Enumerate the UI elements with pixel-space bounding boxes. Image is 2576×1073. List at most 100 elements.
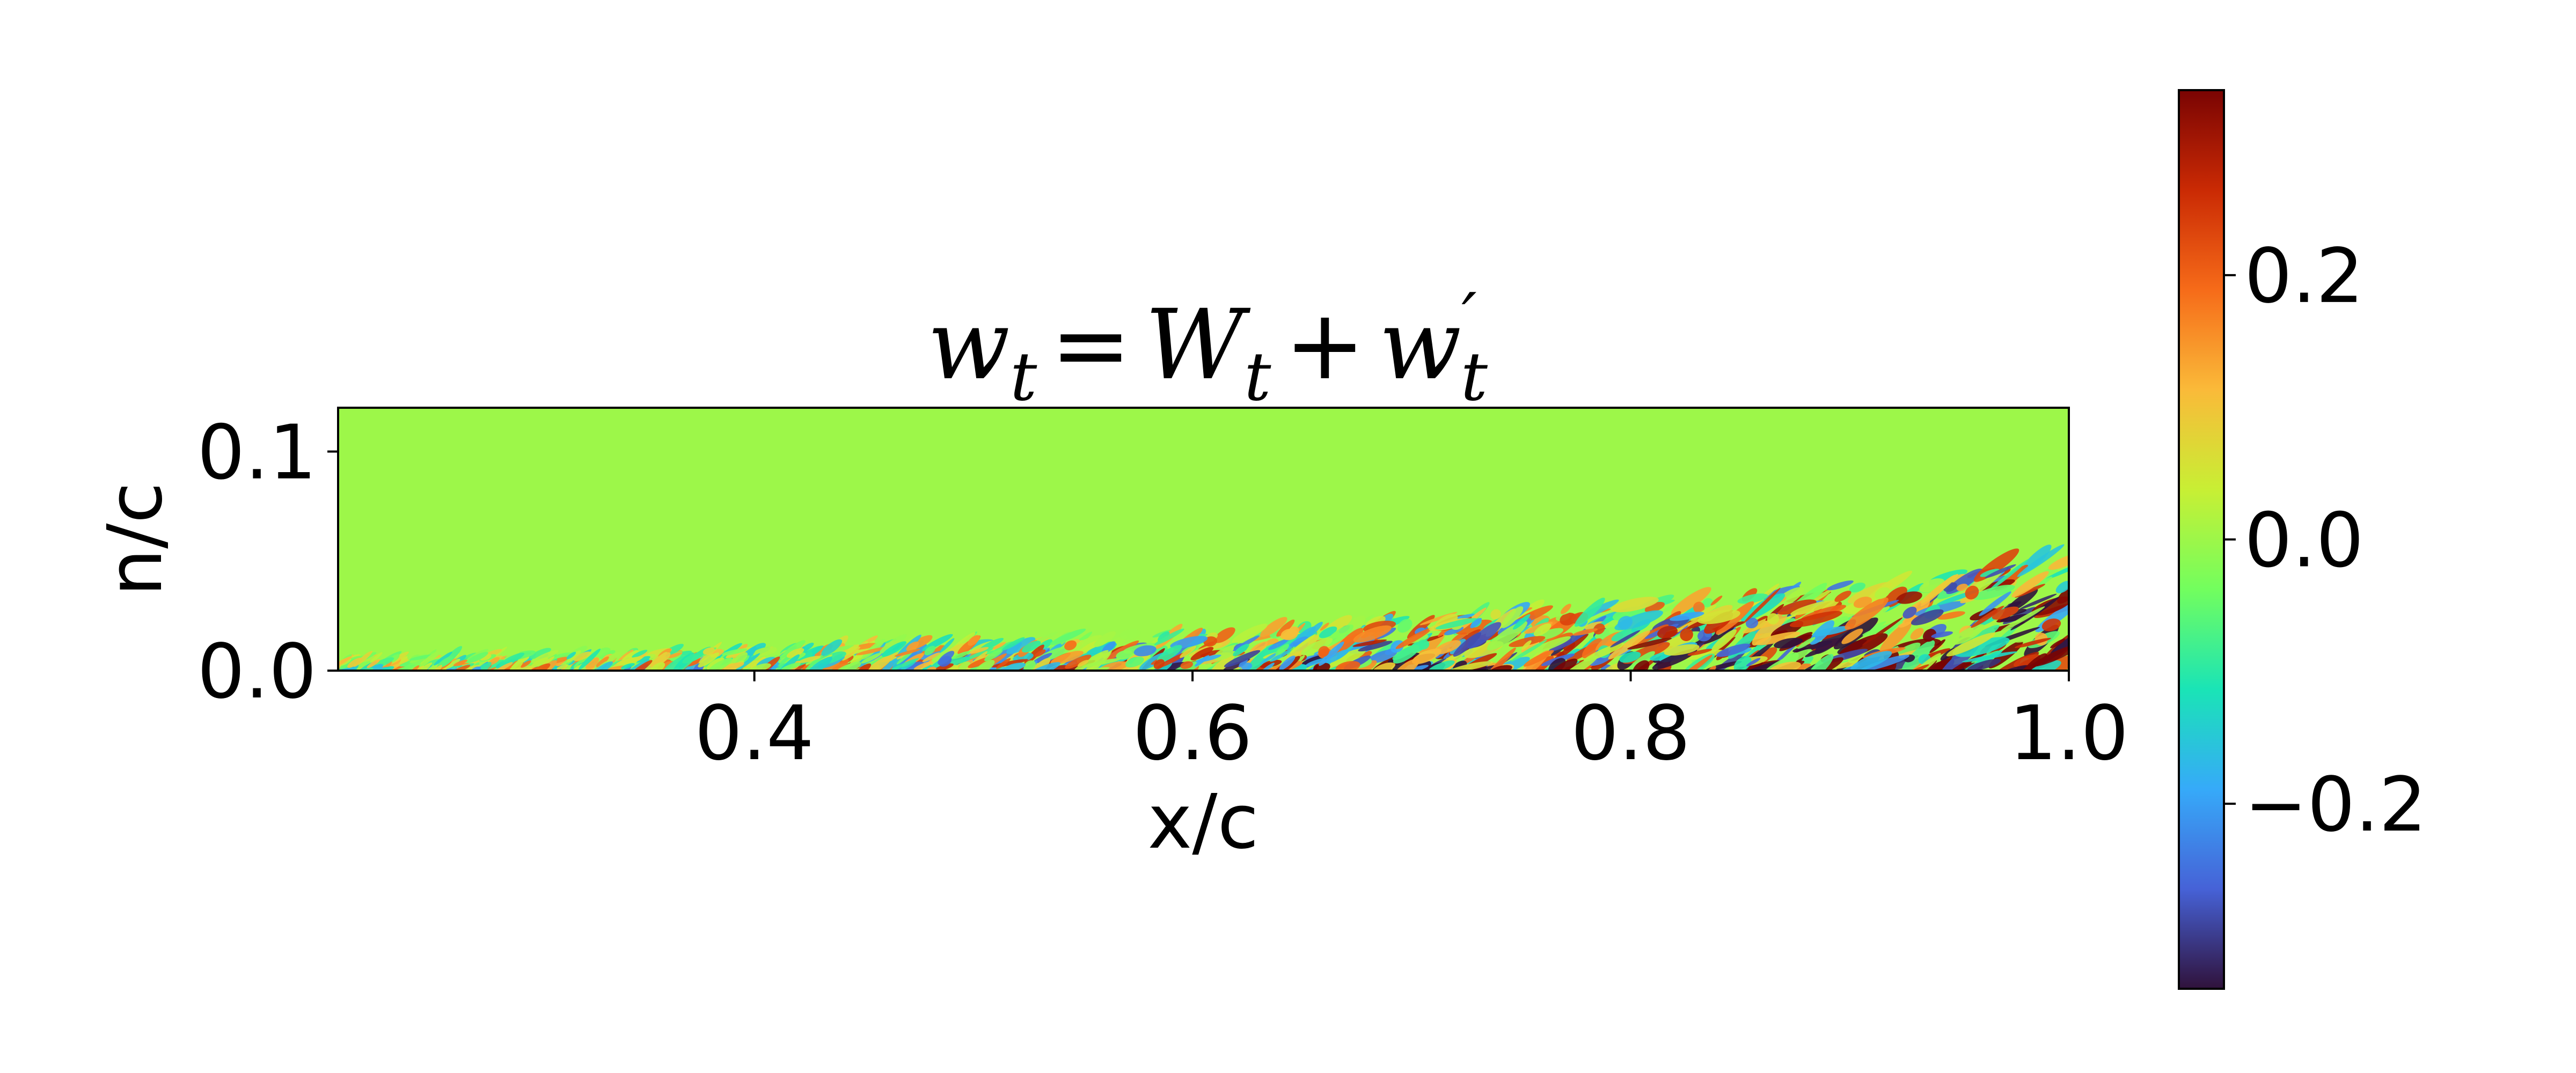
- turbulent-streak: [1158, 631, 1170, 642]
- x-tick-label: 0.6: [1133, 690, 1253, 777]
- turbulent-streak: [1319, 641, 1344, 666]
- x-tick-label: 0.8: [1571, 690, 1690, 777]
- turbulent-streak: [1001, 637, 1025, 651]
- turbulent-streak: [1279, 655, 1296, 671]
- turbulent-streak: [1710, 596, 1723, 606]
- turbulent-streak: [1301, 638, 1333, 656]
- turbulent-streak: [1627, 637, 1672, 650]
- turbulent-streak: [1812, 626, 1850, 636]
- turbulent-streak: [1848, 653, 1864, 664]
- turbulent-streak: [1268, 638, 1289, 650]
- turbulent-streak: [434, 651, 452, 666]
- turbulent-streak: [1860, 655, 1909, 671]
- turbulent-streak: [1992, 606, 2019, 620]
- turbulent-streak: [592, 661, 613, 671]
- turbulent-streak: [1951, 624, 1985, 645]
- turbulent-streak: [1224, 650, 1261, 667]
- y-axis-label: n/c: [92, 482, 179, 597]
- turbulent-streak: [781, 663, 801, 671]
- turbulent-streak: [650, 662, 665, 671]
- turbulent-streak: [2028, 660, 2061, 671]
- turbulent-streak: [1611, 628, 1637, 642]
- turbulent-streak: [1988, 559, 2029, 592]
- turbulent-streak: [1116, 650, 1133, 660]
- turbulent-streak: [1937, 611, 1965, 620]
- turbulent-streak: [466, 652, 488, 664]
- colorbar-tick-label: 0.2: [2244, 233, 2364, 320]
- turbulent-streak: [1693, 601, 1705, 614]
- turbulent-streak: [1922, 629, 1937, 642]
- turbulent-streak: [1967, 659, 2001, 671]
- turbulent-streak: [1557, 655, 1598, 671]
- turbulent-streak: [1428, 660, 1455, 671]
- turbulent-streak: [1769, 662, 1801, 671]
- turbulent-streak: [1834, 591, 1851, 602]
- turbulent-streak: [1322, 649, 1350, 665]
- y-tick-label: 0.0: [197, 628, 317, 716]
- turbulent-streak: [1549, 658, 1578, 671]
- turbulent-streak: [1372, 662, 1395, 671]
- turbulent-streak: [1739, 661, 1781, 671]
- turbulent-streak: [1194, 655, 1210, 667]
- turbulent-streak: [1013, 652, 1034, 663]
- turbulent-streak: [1487, 621, 1528, 651]
- turbulent-streak: [499, 652, 525, 666]
- turbulent-streak: [1233, 644, 1249, 656]
- turbulent-streak: [1746, 658, 1761, 667]
- turbulent-streak: [2017, 544, 2065, 577]
- x-tick-label: 1.0: [2009, 690, 2129, 777]
- turbulent-streak: [1471, 665, 1498, 671]
- turbulent-streak: [1070, 635, 1102, 652]
- turbulent-streak: [596, 656, 609, 667]
- turbulent-streak: [1878, 606, 1890, 615]
- turbulent-streak: [635, 656, 650, 663]
- turbulent-streak: [833, 662, 861, 671]
- turbulent-streak: [1902, 606, 1917, 619]
- turbulent-streak: [1827, 580, 1854, 591]
- turbulent-streak: [1103, 640, 1139, 662]
- turbulent-streak: [1745, 618, 1759, 629]
- turbulent-streak: [1972, 584, 2015, 600]
- turbulent-streak: [1845, 597, 1889, 630]
- turbulent-streak: [1965, 585, 1979, 600]
- turbulent-streak: [1671, 587, 1711, 615]
- turbulent-streak: [1065, 655, 1092, 669]
- turbulent-streak: [530, 648, 551, 659]
- turbulent-streak: [1245, 644, 1277, 671]
- turbulent-streak: [1305, 658, 1326, 667]
- turbulent-streak: [1574, 597, 1605, 627]
- turbulent-streak: [1353, 625, 1392, 643]
- turbulent-streak: [2000, 614, 2031, 622]
- heatmap-plot-area: [337, 407, 2070, 672]
- y-axis-ticks: 0.0 0.1: [197, 409, 338, 716]
- turbulent-streak: [521, 660, 531, 668]
- turbulent-streak: [1619, 651, 1641, 663]
- turbulent-streak: [1955, 637, 2010, 657]
- turbulent-streak: [2041, 618, 2061, 631]
- turbulent-streak: [1853, 597, 1872, 608]
- turbulent-streak: [1209, 654, 1235, 671]
- turbulent-streak: [994, 641, 1013, 651]
- turbulent-streak: [1593, 623, 1605, 635]
- turbulent-streak: [2013, 654, 2041, 667]
- turbulent-streak: [1275, 644, 1290, 656]
- turbulent-streak: [621, 663, 635, 670]
- turbulent-streak: [1755, 631, 1801, 645]
- turbulent-streak: [1483, 647, 1516, 671]
- turbulent-streak: [1687, 649, 1713, 656]
- turbulent-streak: [1850, 651, 1892, 671]
- turbulent-streak: [1004, 663, 1026, 671]
- turbulent-streak: [1081, 658, 1122, 667]
- turbulent-streak: [2019, 593, 2057, 609]
- turbulent-streak: [1261, 638, 1297, 659]
- turbulent-streak: [1050, 628, 1086, 645]
- turbulent-streak: [1743, 587, 1781, 624]
- turbulent-streak: [1767, 613, 1779, 624]
- turbulent-streak: [780, 640, 806, 659]
- turbulent-streak: [1572, 628, 1598, 636]
- turbulent-streak: [1470, 618, 1482, 628]
- turbulent-streak: [1790, 600, 1834, 615]
- turbulent-streak: [2015, 584, 2046, 598]
- turbulent-streak: [579, 649, 601, 670]
- turbulent-streak: [799, 656, 821, 663]
